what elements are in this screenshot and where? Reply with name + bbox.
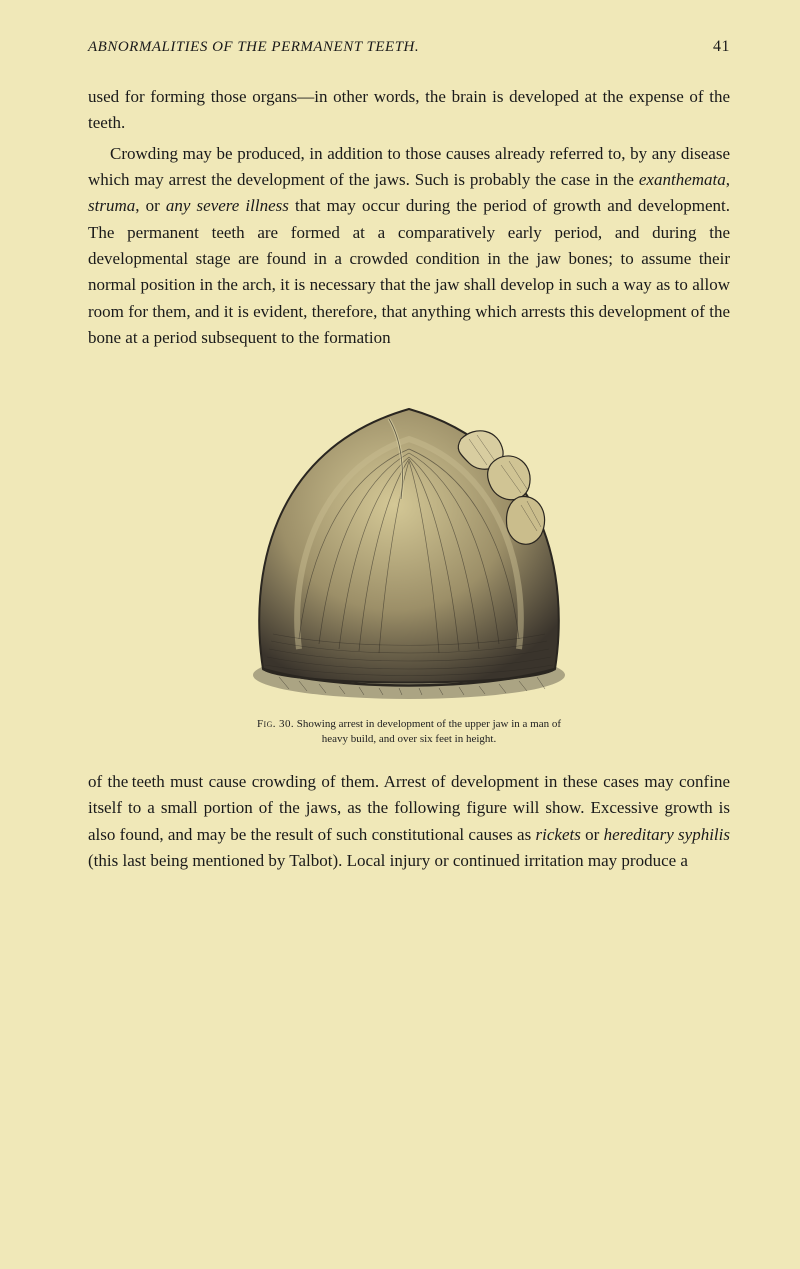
term-exanthemata: exanthemata bbox=[639, 170, 726, 189]
term-rickets: rickets bbox=[536, 825, 581, 844]
header-title: ABNORMALITIES OF THE PERMANENT TEETH. bbox=[88, 39, 419, 56]
body-text-block-2: of the teeth must cause crowding of them… bbox=[88, 769, 730, 874]
term-illness: any severe illness bbox=[166, 196, 289, 215]
figure-block: Fig. 30. Showing arrest in development o… bbox=[88, 379, 730, 747]
paragraph-1: used for forming those organs—in other w… bbox=[88, 84, 730, 137]
caption-rest: Showing arrest in development of the upp… bbox=[294, 718, 561, 745]
p2-d: that may occur during the period of grow… bbox=[88, 196, 730, 347]
caption-lead: Fig. 30. bbox=[257, 718, 294, 730]
p3-b: or bbox=[581, 825, 604, 844]
paragraph-3: of the teeth must cause crowding of them… bbox=[88, 769, 730, 874]
page-container: ABNORMALITIES OF THE PERMANENT TEETH. 41… bbox=[0, 0, 800, 919]
running-header: ABNORMALITIES OF THE PERMANENT TEETH. 41 bbox=[88, 38, 730, 56]
page-number: 41 bbox=[713, 38, 730, 56]
term-syphilis: hereditary syphilis bbox=[604, 825, 730, 844]
p2-b: , bbox=[726, 170, 730, 189]
body-text-block-1: used for forming those organs—in other w… bbox=[88, 84, 730, 351]
jaw-illustration bbox=[229, 379, 589, 709]
figure-caption: Fig. 30. Showing arrest in development o… bbox=[244, 717, 574, 747]
term-struma: struma bbox=[88, 196, 135, 215]
p3-c: (this last being mentioned by Talbot). L… bbox=[88, 851, 688, 870]
p2-a: Crowding may be produced, in addition to… bbox=[88, 144, 730, 189]
p2-c: , or bbox=[135, 196, 166, 215]
p1-text: used for forming those organs—in other w… bbox=[88, 87, 730, 132]
paragraph-2: Crowding may be produced, in addition to… bbox=[88, 141, 730, 352]
